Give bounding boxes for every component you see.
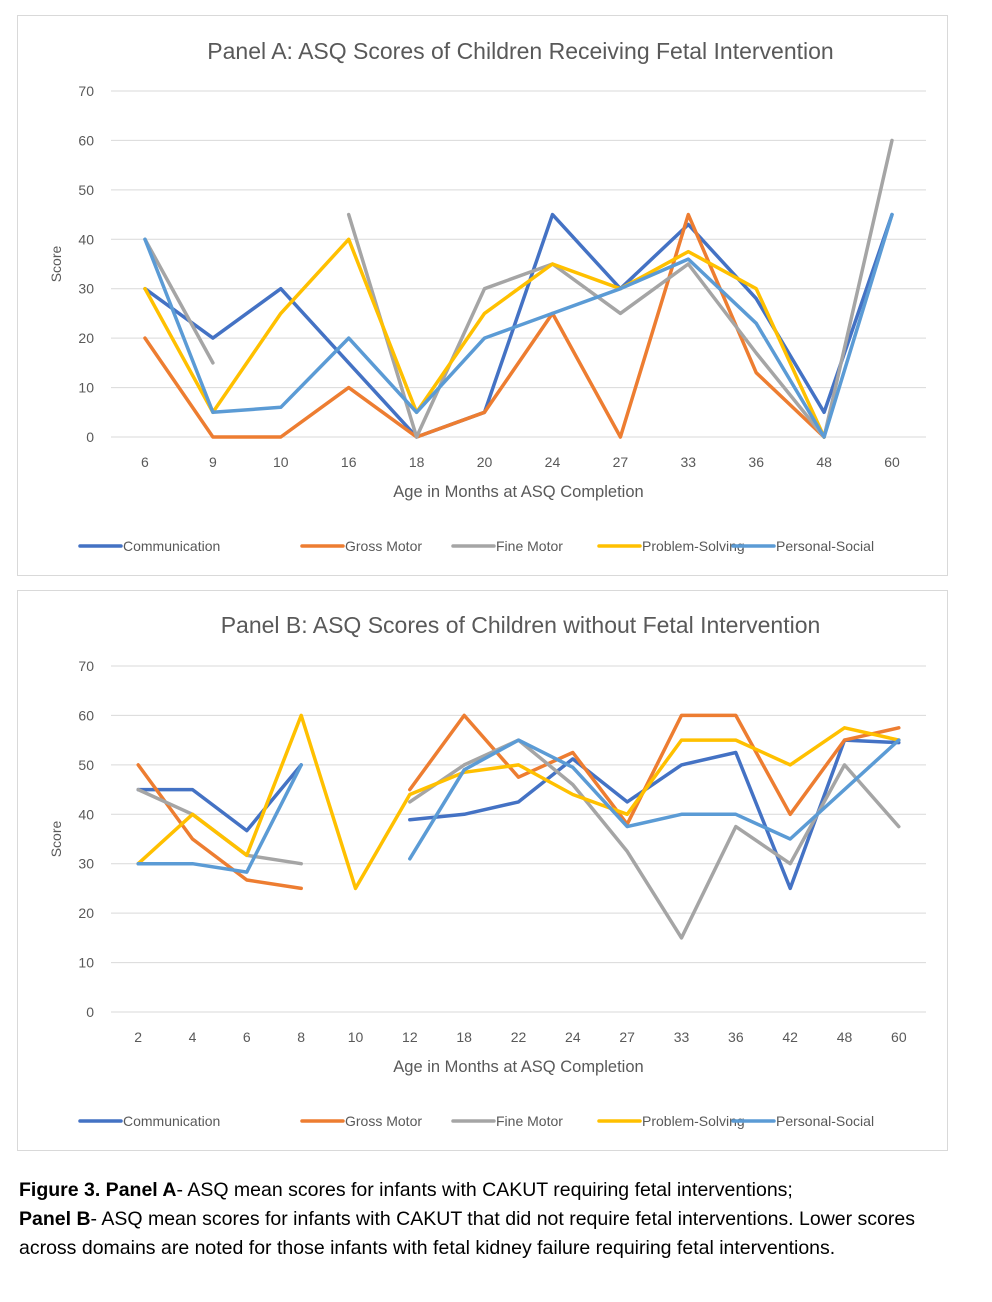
x-tick-label: 27 — [613, 454, 629, 470]
x-axis-label: Age in Months at ASQ Completion — [393, 1058, 643, 1076]
x-tick-label: 27 — [619, 1029, 635, 1045]
chart-panel-a: Panel A: ASQ Scores of Children Receivin… — [17, 15, 948, 576]
series-line — [143, 237, 826, 439]
caption-label-a: Figure 3. Panel A — [19, 1179, 177, 1201]
y-tick-label: 60 — [78, 132, 94, 148]
series-line — [136, 763, 303, 833]
y-tick-label: 30 — [78, 856, 94, 872]
x-tick-label: 42 — [782, 1029, 798, 1045]
x-tick-label: 10 — [273, 454, 289, 470]
legend-label: Problem-Solving — [642, 1113, 745, 1129]
x-tick-label: 18 — [456, 1029, 472, 1045]
x-tick-label: 48 — [816, 454, 832, 470]
legend-label: Personal-Social — [776, 538, 874, 554]
chart-title: Panel A: ASQ Scores of Children Receivin… — [207, 38, 833, 64]
legend-label: Personal-Social — [776, 1113, 874, 1129]
series-problem-solving — [136, 713, 901, 891]
x-tick-label: 6 — [243, 1029, 251, 1045]
figure-caption: Figure 3. Panel A- ASQ mean scores for i… — [19, 1176, 969, 1263]
series-line — [136, 713, 901, 891]
chart-title: Panel B: ASQ Scores of Children without … — [221, 612, 821, 638]
y-tick-label: 10 — [78, 380, 94, 396]
y-axis-label: Score — [48, 246, 64, 283]
x-tick-label: 48 — [837, 1029, 853, 1045]
y-tick-label: 60 — [78, 707, 94, 723]
x-tick-label: 60 — [891, 1029, 907, 1045]
caption-text-b: - ASQ mean scores for infants with CAKUT… — [19, 1208, 915, 1259]
chart-panel-a-svg: Panel A: ASQ Scores of Children Receivin… — [48, 38, 926, 554]
y-tick-label: 50 — [78, 757, 94, 773]
caption-label-b: Panel B — [19, 1208, 91, 1230]
y-tick-label: 0 — [86, 429, 94, 445]
y-axis-label: Score — [48, 821, 64, 858]
y-tick-label: 10 — [78, 955, 94, 971]
x-tick-label: 22 — [511, 1029, 527, 1045]
y-tick-label: 0 — [86, 1004, 94, 1020]
x-tick-label: 4 — [189, 1029, 197, 1045]
x-tick-label: 2 — [134, 1029, 142, 1045]
series-line — [136, 787, 303, 866]
chart-panel-b: Panel B: ASQ Scores of Children without … — [17, 590, 948, 1151]
x-tick-label: 10 — [348, 1029, 364, 1045]
series-line — [136, 763, 303, 874]
series-line — [408, 713, 901, 826]
series-line — [143, 237, 215, 365]
x-tick-label: 36 — [728, 1029, 744, 1045]
x-axis-label: Age in Months at ASQ Completion — [393, 483, 643, 501]
legend-label: Problem-Solving — [642, 538, 745, 554]
y-tick-label: 40 — [78, 806, 94, 822]
x-tick-label: 24 — [545, 454, 561, 470]
y-tick-label: 50 — [78, 182, 94, 198]
x-tick-label: 36 — [748, 454, 764, 470]
x-tick-label: 60 — [884, 454, 900, 470]
y-tick-label: 70 — [78, 83, 94, 99]
x-tick-label: 18 — [409, 454, 425, 470]
x-tick-label: 16 — [341, 454, 357, 470]
legend-label: Fine Motor — [496, 538, 563, 554]
series-gross-motor — [143, 212, 826, 439]
series-line — [143, 212, 894, 439]
legend-label: Fine Motor — [496, 1113, 563, 1129]
x-tick-label: 12 — [402, 1029, 418, 1045]
series-line — [136, 763, 303, 891]
series-line — [408, 738, 901, 861]
legend-label: Gross Motor — [345, 1113, 422, 1129]
x-tick-label: 24 — [565, 1029, 581, 1045]
series-line — [143, 212, 826, 439]
x-tick-label: 20 — [477, 454, 493, 470]
caption-text-a: - ASQ mean scores for infants with CAKUT… — [176, 1179, 793, 1201]
x-tick-label: 8 — [297, 1029, 305, 1045]
series-personal-social — [143, 212, 894, 439]
legend-label: Gross Motor — [345, 538, 422, 554]
y-tick-label: 20 — [78, 905, 94, 921]
x-tick-label: 9 — [209, 454, 217, 470]
x-tick-label: 33 — [674, 1029, 690, 1045]
series-problem-solving — [143, 237, 826, 439]
legend-label: Communication — [123, 538, 220, 554]
legend-label: Communication — [123, 1113, 220, 1129]
series-personal-social — [136, 738, 901, 874]
y-tick-label: 40 — [78, 231, 94, 247]
y-tick-label: 70 — [78, 658, 94, 674]
y-tick-label: 30 — [78, 281, 94, 297]
x-tick-label: 6 — [141, 454, 149, 470]
x-tick-label: 33 — [681, 454, 697, 470]
chart-panel-b-svg: Panel B: ASQ Scores of Children without … — [48, 612, 926, 1129]
y-tick-label: 20 — [78, 330, 94, 346]
